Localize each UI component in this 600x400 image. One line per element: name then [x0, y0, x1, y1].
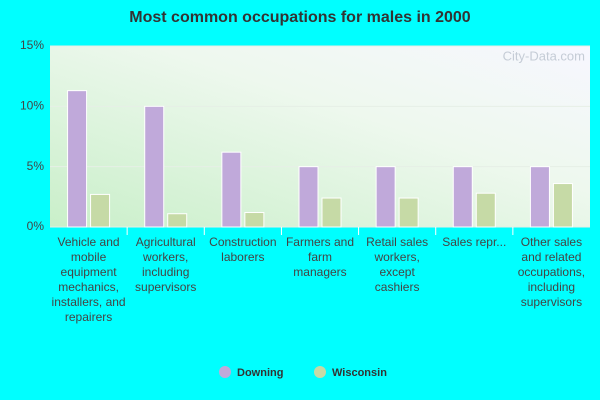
bar — [144, 105, 165, 228]
bar — [90, 193, 111, 228]
legend-swatch — [219, 366, 231, 378]
x-tick-label-box: Farmers and farm managers — [285, 235, 354, 279]
bar — [398, 197, 419, 228]
x-tick-label-box: Construction laborers — [209, 235, 277, 264]
x-tick-label-box: Agricultural workers, including supervis… — [135, 235, 197, 294]
bar — [321, 197, 342, 228]
x-tick-label: Other sales and related occupations, inc… — [517, 235, 586, 309]
legend-label: Downing — [237, 367, 283, 379]
x-tick-label: Farmers and farm managers — [285, 235, 354, 279]
x-tick-label: Retail sales workers, except cashiers — [366, 235, 429, 294]
y-tick-label: 15% — [20, 38, 44, 52]
chart-title: Most common occupations for males in 200… — [129, 9, 471, 26]
x-tick-label: Agricultural workers, including supervis… — [135, 235, 197, 294]
y-tick-label: 10% — [20, 99, 44, 113]
bar — [375, 166, 396, 228]
bar — [221, 151, 242, 228]
y-tick-label: 0% — [27, 219, 45, 233]
x-tick-label-box: Other sales and related occupations, inc… — [517, 235, 586, 309]
x-tick-label-box: Retail sales workers, except cashiers — [366, 235, 429, 294]
y-tick-label: 5% — [27, 159, 45, 173]
bar — [552, 183, 573, 228]
x-tick-label: Construction laborers — [209, 235, 277, 264]
watermark: City-Data.com — [503, 48, 585, 63]
bar — [475, 192, 496, 228]
x-tick-label-box: Vehicle and mobile equipment mechanics, … — [51, 235, 126, 324]
plot-area — [50, 46, 590, 227]
bar — [529, 166, 550, 228]
x-tick-label-box: Sales repr... — [442, 235, 507, 249]
legend-label: Wisconsin — [332, 367, 387, 379]
legend-swatch — [314, 366, 326, 378]
x-tick-label: Vehicle and mobile equipment mechanics, … — [51, 235, 126, 324]
bar — [167, 213, 188, 228]
bar — [452, 166, 473, 228]
bar — [244, 212, 265, 228]
bar — [298, 166, 319, 228]
x-tick-label: Sales repr... — [442, 235, 507, 249]
bar — [67, 90, 88, 228]
